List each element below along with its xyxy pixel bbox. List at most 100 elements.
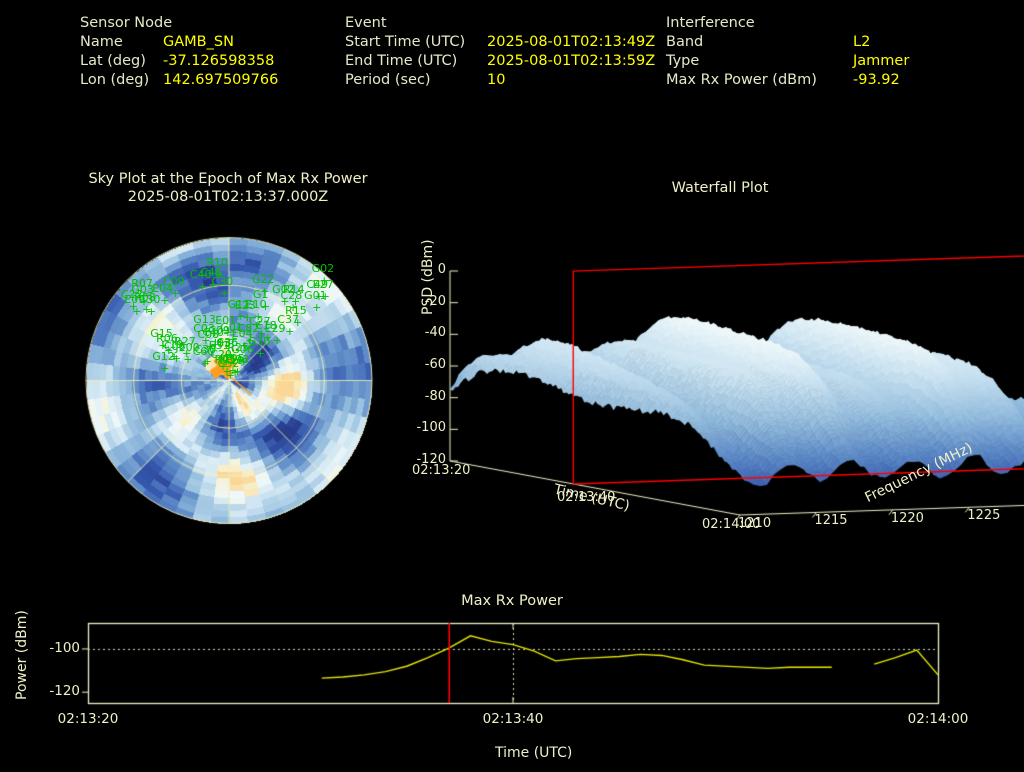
sensor-lat-value: -37.126598358 (163, 53, 275, 69)
max-rx-power-canvas[interactable] (0, 585, 1024, 768)
satellite-marker-icon: + (214, 267, 224, 281)
satellite-label: R07 (131, 276, 153, 290)
satellite-label: G01 (220, 321, 243, 335)
satellite-marker-icon: + (239, 354, 249, 368)
satellite-label: G02 (311, 262, 335, 276)
event-period-key: Period (sec) (345, 72, 431, 88)
sensor-name-value: GAMB_SN (163, 34, 234, 50)
satellite-label: J200 (175, 340, 200, 354)
satellite-marker-icon: + (245, 334, 255, 348)
interference-group: Interference Band L2 Type Jammer Max Rx … (666, 14, 909, 90)
event-start-key: Start Time (UTC) (345, 34, 466, 50)
satellite-marker-icon: + (285, 325, 295, 339)
satellite-label: C19 (161, 337, 184, 351)
waterfall-frequency-tick: 1220 (890, 510, 924, 526)
satellite-label: C03 (193, 321, 215, 335)
satellite-label: G22 (251, 273, 275, 287)
satellite-marker-icon: + (160, 294, 170, 308)
sensor-row-lat: Lat (deg) -37.126598358 (80, 52, 274, 71)
event-row-end: End Time (UTC) 2025-08-01T02:13:59Z (345, 52, 655, 71)
satellite-marker-icon: + (197, 280, 207, 294)
satellite-label: J03 (213, 336, 232, 350)
waterfall-psd-tick: -60 (424, 357, 446, 372)
waterfall-psd-tick: -80 (424, 388, 446, 404)
satellite-marker-icon: + (201, 333, 211, 347)
satellite-label: E04 (231, 326, 253, 340)
satellite-marker-icon: + (201, 325, 211, 339)
interference-title: Interference (666, 15, 755, 31)
satellite-label: G03 (131, 282, 154, 296)
satellite-label: C40 (189, 268, 212, 282)
waterfall-title: Waterfall Plot (671, 180, 769, 196)
satellite-marker-icon: + (272, 333, 282, 347)
satellite-marker-icon: + (257, 326, 267, 340)
interference-row-band: Band L2 (666, 33, 870, 52)
satellite-label: C30 (211, 274, 234, 288)
satellite-marker-icon: + (160, 362, 170, 376)
satellite-marker-icon: + (139, 288, 149, 302)
satellite-marker-icon: + (164, 344, 174, 358)
event-start-value: 2025-08-01T02:13:49Z (487, 34, 656, 50)
satellite-label: C60 (192, 345, 215, 359)
satellite-marker-icon: + (128, 299, 139, 313)
satellite-label: C46 (200, 265, 222, 279)
satellite-marker-icon: + (314, 290, 324, 304)
satellite-marker-icon: + (142, 302, 152, 316)
satellite-marker-icon: + (224, 348, 234, 362)
satellite-marker-icon: + (139, 294, 149, 308)
maxrx-x-tick: 02:13:20 (57, 711, 119, 727)
skyplot-title-line2: 2025-08-01T02:13:37.000Z (127, 189, 329, 205)
satellite-marker-icon: + (216, 351, 226, 365)
event-end-key: End Time (UTC) (345, 53, 458, 69)
satellite-marker-icon: + (230, 365, 240, 379)
satellite-label: E04 (152, 282, 174, 296)
satellite-label: G06 (231, 342, 254, 356)
maxrx-x-tick: 02:13:40 (482, 711, 544, 727)
waterfall-psd-tick: -40 (424, 325, 446, 341)
satellite-label: J195 (220, 351, 245, 365)
satellite-marker-icon: + (183, 352, 193, 366)
sensor-row-lon: Lon (deg) 142.697509766 (80, 71, 278, 90)
waterfall-plot[interactable]: PSD (dBm) Time (UTC) Frequency (MHz) 0 -2… (410, 215, 1024, 535)
satellite-marker-icon: + (290, 295, 301, 309)
satellite-label: C22 (120, 287, 143, 301)
satellite-label: C37 (277, 313, 299, 327)
satellite-label: G12 (152, 350, 175, 364)
satellite-marker-icon: + (293, 315, 303, 329)
satellite-label: C27 (249, 314, 271, 328)
waterfall-frequency-tick: 1225 (967, 508, 1001, 524)
satellite-label: R14 (282, 283, 305, 297)
interference-maxrx-value: -93.92 (853, 72, 900, 88)
satellite-label: C40 (202, 325, 225, 339)
satellite-label: R27 (174, 334, 196, 348)
satellite-marker-icon: + (235, 309, 245, 323)
satellite-label: R08 (134, 290, 156, 304)
waterfall-frequency-tick: 1215 (814, 513, 848, 529)
waterfall-canvas[interactable] (410, 215, 1024, 535)
max-rx-power-plot[interactable]: Power (dBm) Time (UTC) -100 -120 02:13:20… (0, 585, 1024, 768)
sensor-row-name: Name GAMB_SN (80, 33, 234, 52)
event-period-value: 10 (487, 72, 506, 88)
satellite-marker-icon: + (221, 348, 232, 362)
satellite-label: R05 (214, 353, 237, 367)
interference-maxrx-key: Max Rx Power (dBm) (666, 72, 817, 88)
satellite-marker-icon: + (228, 333, 238, 347)
sensor-name-key: Name (80, 34, 123, 50)
sky-plot[interactable]: C52 + R05 + C20 + E31 + J195 + R19 + J193 + J03 + C36 + R2… (78, 232, 378, 527)
event-end-value: 2025-08-01T02:13:59Z (487, 53, 656, 69)
sky-plot-canvas[interactable] (78, 232, 378, 527)
satellite-marker-icon: + (320, 290, 330, 304)
sensor-node-title: Sensor Node (80, 15, 173, 31)
satellite-label: G1 (252, 288, 269, 302)
sensor-lon-key: Lon (deg) (80, 72, 150, 88)
event-row-period: Period (sec) 10 (345, 71, 505, 90)
satellite-label: E01 (215, 313, 237, 327)
satellite-marker-icon: + (200, 357, 210, 371)
satellite-marker-icon: + (260, 300, 271, 314)
satellite-marker-icon: + (146, 304, 156, 318)
satellite-label: C82 (237, 322, 260, 336)
satellite-label: C20 (210, 348, 233, 362)
satellite-marker-icon: + (255, 346, 265, 360)
interference-band-value: L2 (853, 34, 871, 50)
satellite-marker-icon: + (158, 339, 168, 353)
